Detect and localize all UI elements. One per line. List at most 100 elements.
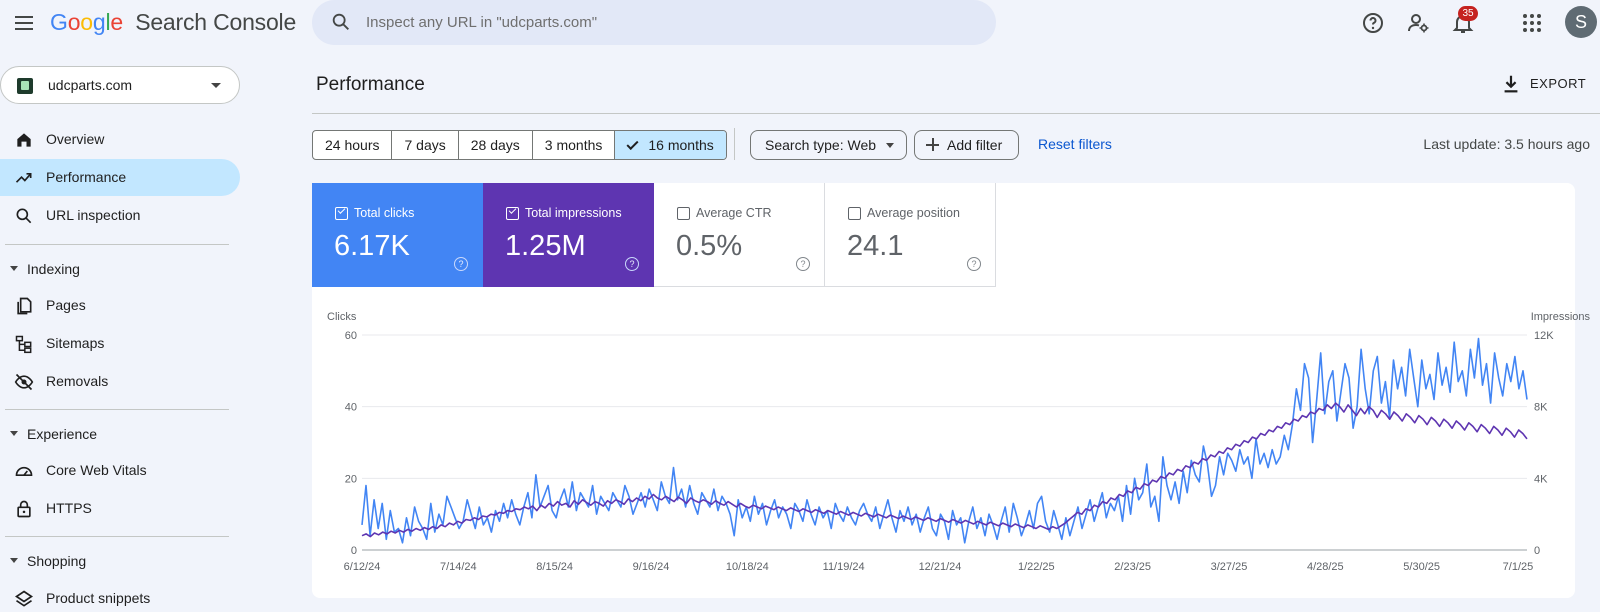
performance-chart: Clicks Impressions 0 20 40 60 0 4K 8K 12K 6/12… bbox=[327, 311, 1591, 573]
filter-separator bbox=[734, 128, 735, 160]
search-type-dropdown[interactable]: Search type: Web bbox=[750, 130, 907, 160]
download-icon bbox=[1504, 75, 1518, 93]
search-icon bbox=[16, 208, 32, 224]
metric-average-position[interactable]: Average position 24.1 ? bbox=[825, 183, 996, 287]
home-icon bbox=[17, 133, 31, 147]
sidebar-item-https[interactable]: HTTPS bbox=[0, 490, 240, 527]
search-icon bbox=[332, 13, 349, 30]
date-range-selector: 24 hours 7 days 28 days 3 months 16 mont… bbox=[312, 130, 727, 160]
main-menu-icon[interactable] bbox=[12, 11, 36, 35]
x-tick-label: 1/22/25 bbox=[1018, 561, 1055, 573]
logo-letter: l bbox=[105, 9, 111, 35]
sidebar-item-label: Core Web Vitals bbox=[46, 462, 147, 478]
sidebar-divider bbox=[5, 536, 229, 537]
range-7-days[interactable]: 7 days bbox=[392, 131, 459, 159]
sidebar-item-product-snippets[interactable]: Product snippets bbox=[0, 580, 240, 612]
export-button[interactable]: EXPORT bbox=[1500, 71, 1594, 99]
x-tick-label: 7/1/25 bbox=[1503, 561, 1534, 573]
sitemap-icon bbox=[15, 335, 32, 354]
apps-grid-icon[interactable] bbox=[1520, 11, 1544, 35]
property-name: udcparts.com bbox=[48, 77, 133, 93]
checkbox-checked-icon bbox=[506, 207, 519, 220]
reset-filters-link[interactable]: Reset filters bbox=[1038, 136, 1112, 152]
sidebar-item-performance[interactable]: Performance bbox=[0, 159, 240, 196]
range-24-hours[interactable]: 24 hours bbox=[313, 131, 393, 159]
sidebar-item-url-inspection[interactable]: URL inspection bbox=[0, 197, 240, 234]
sidebar-item-label: Product snippets bbox=[46, 590, 151, 606]
metric-total-clicks[interactable]: Total clicks 6.17K ? bbox=[312, 183, 483, 287]
x-tick-label: 4/28/25 bbox=[1307, 561, 1344, 573]
sidebar-item-removals[interactable]: Removals bbox=[0, 363, 240, 400]
sidebar-section-experience[interactable]: Experience bbox=[0, 419, 240, 449]
x-tick-label: 8/15/24 bbox=[536, 561, 573, 573]
sidebar-item-sitemaps[interactable]: Sitemaps bbox=[0, 325, 240, 362]
help-icon[interactable] bbox=[1361, 11, 1385, 35]
account-avatar[interactable]: S bbox=[1565, 6, 1597, 38]
pages-icon bbox=[17, 297, 32, 315]
x-tick-label: 6/12/24 bbox=[344, 561, 381, 573]
checkbox-unchecked-icon bbox=[677, 207, 690, 220]
range-16-months[interactable]: 16 months bbox=[615, 131, 726, 159]
sidebar-section-label: Indexing bbox=[27, 261, 80, 277]
last-update-text: Last update: 3.5 hours ago bbox=[1423, 136, 1590, 152]
property-selector[interactable]: udcparts.com bbox=[0, 66, 240, 104]
sidebar-item-pages[interactable]: Pages bbox=[0, 287, 240, 324]
help-icon[interactable]: ? bbox=[967, 257, 981, 271]
range-28-days[interactable]: 28 days bbox=[459, 131, 533, 159]
right-axis-label: Impressions bbox=[1531, 311, 1591, 323]
export-label: EXPORT bbox=[1530, 76, 1587, 91]
sidebar-section-indexing[interactable]: Indexing bbox=[0, 254, 240, 284]
logo-letter: e bbox=[110, 9, 123, 35]
sidebar-item-label: Sitemaps bbox=[46, 335, 105, 351]
sidebar-item-overview[interactable]: Overview bbox=[0, 121, 240, 158]
speedometer-icon bbox=[15, 466, 33, 476]
sidebar-section-shopping[interactable]: Shopping bbox=[0, 546, 240, 576]
search-console-logo[interactable]: Google Search Console bbox=[50, 9, 296, 36]
metric-average-ctr[interactable]: Average CTR 0.5% ? bbox=[654, 183, 825, 287]
collapse-triangle-icon bbox=[10, 266, 18, 271]
chevron-down-icon bbox=[211, 83, 221, 88]
collapse-triangle-icon bbox=[10, 431, 18, 436]
checkbox-checked-icon bbox=[335, 207, 348, 220]
x-tick-label: 7/14/24 bbox=[440, 561, 477, 573]
lock-icon bbox=[17, 500, 31, 518]
add-filter-button[interactable]: Add filter bbox=[914, 130, 1019, 160]
left-tick-label: 60 bbox=[345, 330, 357, 342]
metric-value: 24.1 bbox=[847, 230, 904, 262]
left-tick-label: 40 bbox=[345, 402, 357, 414]
range-label: 16 months bbox=[648, 137, 714, 153]
notifications-badge: 35 bbox=[1458, 6, 1478, 21]
left-tick-label: 0 bbox=[351, 545, 357, 557]
manage-users-icon[interactable] bbox=[1406, 11, 1430, 35]
url-inspect-input[interactable] bbox=[366, 6, 966, 38]
help-icon[interactable]: ? bbox=[625, 257, 639, 271]
metric-value: 0.5% bbox=[676, 230, 743, 262]
checkbox-unchecked-icon bbox=[848, 207, 861, 220]
sidebar-divider bbox=[5, 409, 229, 410]
logo-letter: g bbox=[92, 9, 106, 35]
x-tick-label: 9/16/24 bbox=[633, 561, 670, 573]
metric-label: Average position bbox=[867, 206, 960, 220]
range-3-months[interactable]: 3 months bbox=[533, 131, 616, 159]
eye-off-icon bbox=[14, 373, 34, 391]
x-tick-label: 12/21/24 bbox=[919, 561, 962, 573]
metric-label: Average CTR bbox=[696, 206, 772, 220]
sidebar-item-label: Pages bbox=[46, 297, 86, 313]
header-divider bbox=[312, 113, 1600, 114]
metric-value: 1.25M bbox=[505, 230, 586, 262]
product-name: Search Console bbox=[135, 9, 297, 35]
url-inspect-search-bar[interactable] bbox=[312, 0, 996, 45]
collapse-triangle-icon bbox=[10, 558, 18, 563]
page-title: Performance bbox=[316, 74, 425, 95]
left-tick-label: 20 bbox=[345, 473, 357, 485]
trending-up-icon bbox=[15, 173, 32, 183]
x-tick-label: 5/30/25 bbox=[1403, 561, 1440, 573]
help-icon[interactable]: ? bbox=[454, 257, 468, 271]
sidebar-item-core-web-vitals[interactable]: Core Web Vitals bbox=[0, 452, 240, 489]
x-tick-label: 10/18/24 bbox=[726, 561, 769, 573]
top-bar: Google Search Console 35 S bbox=[0, 0, 1600, 46]
metric-total-impressions[interactable]: Total impressions 1.25M ? bbox=[483, 183, 654, 287]
help-icon[interactable]: ? bbox=[796, 257, 810, 271]
sidebar-item-label: Performance bbox=[46, 169, 127, 185]
logo-letter: G bbox=[50, 9, 68, 35]
